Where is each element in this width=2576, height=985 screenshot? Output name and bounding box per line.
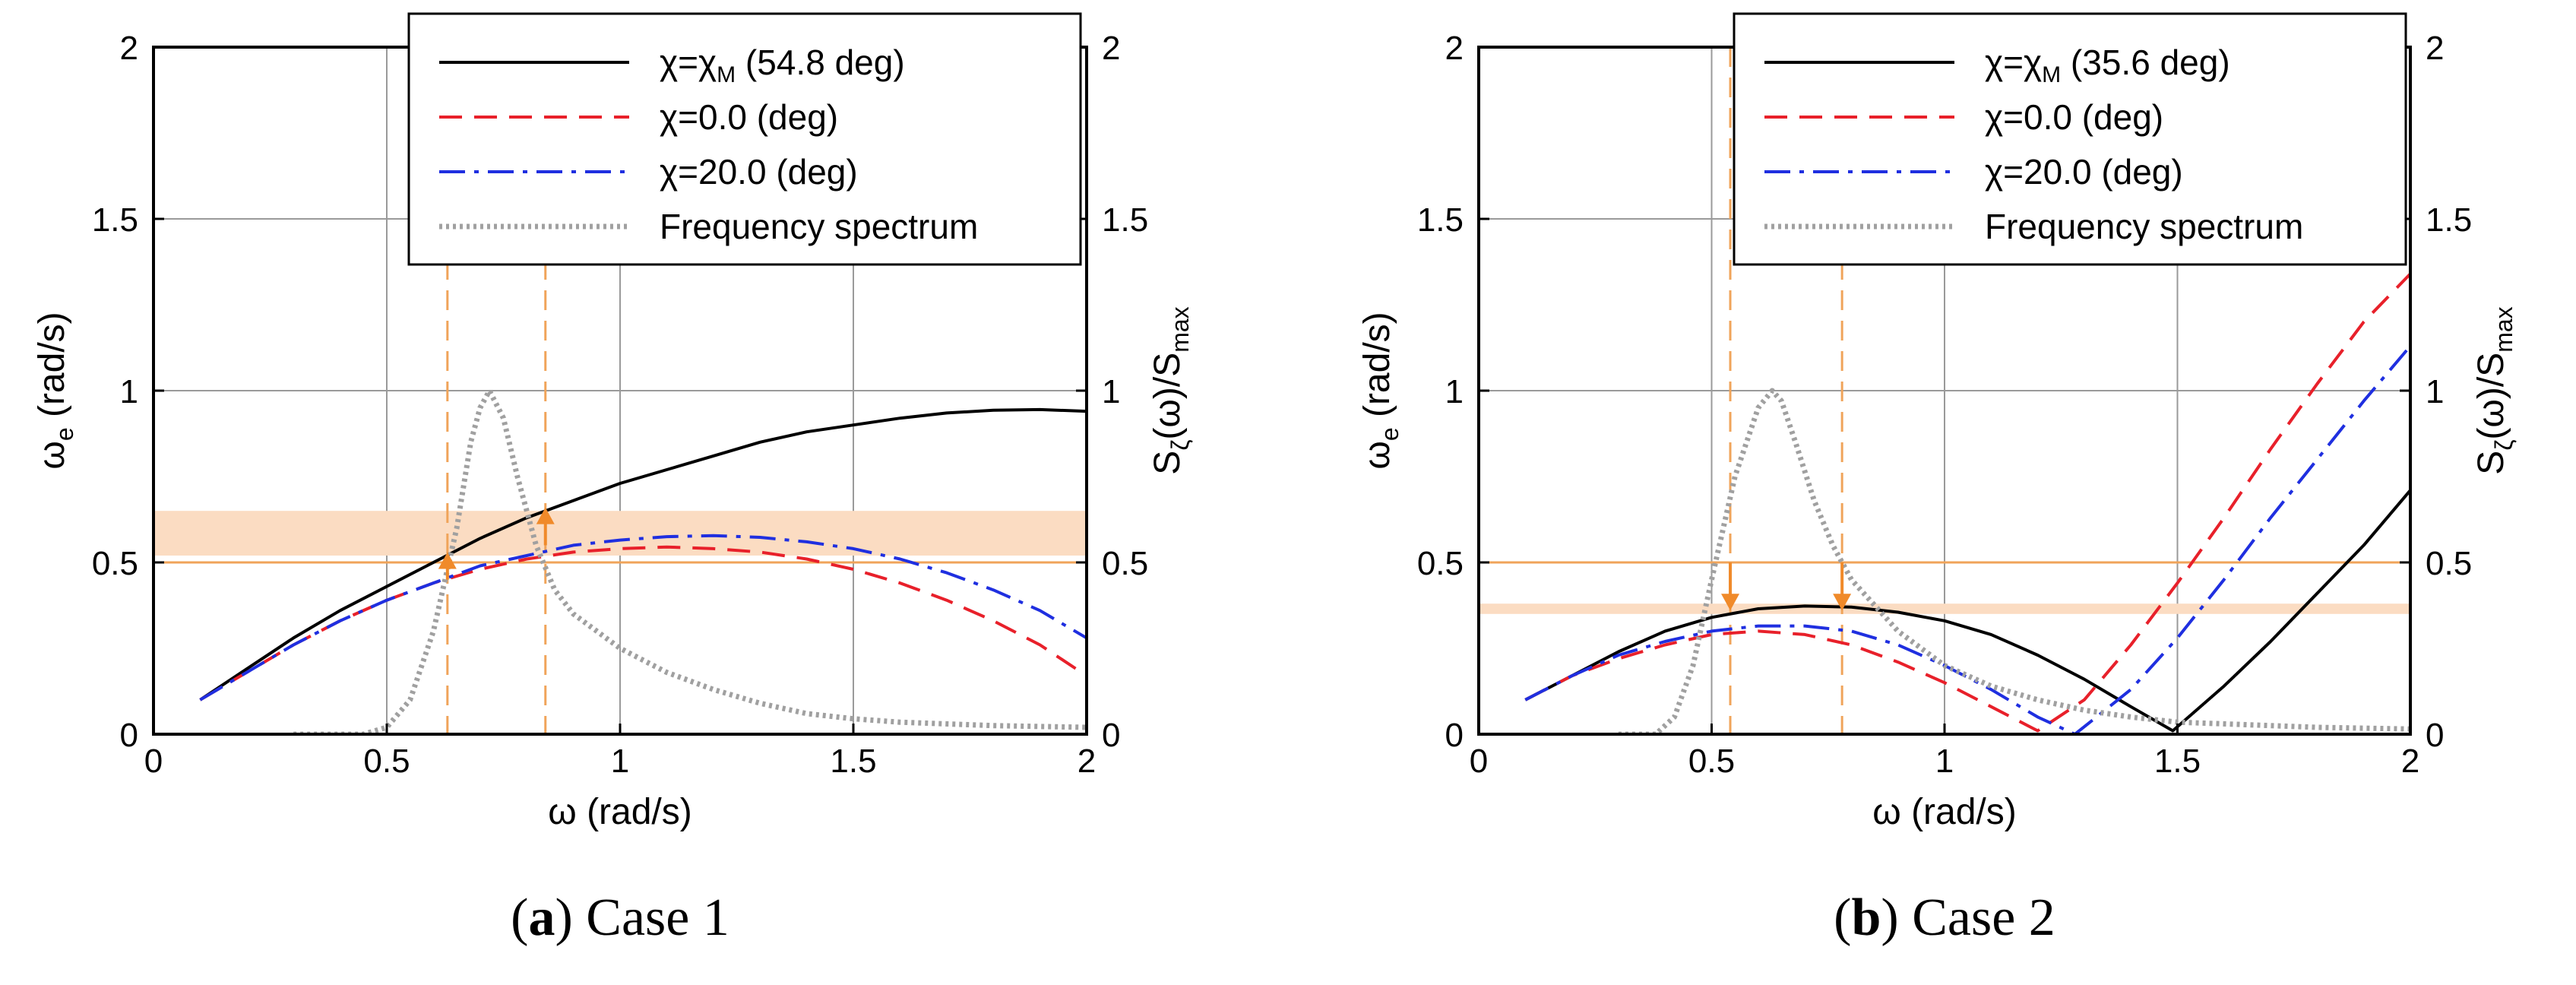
y-tick-label-left: 0.5 [1417,545,1464,582]
x-tick-label: 0.5 [1688,743,1735,780]
legend-box [1733,12,2407,266]
chart-panel-b: 0 0.5 1 1.5 20 00.5 0.51 11.5 1.52 2ω (rad/s)ωe (… [1357,12,2517,947]
series-group [1524,272,2410,734]
y-axis-label-left: ωe (rad/s) [1357,312,1404,469]
legend-entry-3: Frequency spectrum [1985,207,2303,246]
y-tick-label-right: 1 [1102,373,1120,410]
x-tick-label: 0 [144,743,163,780]
panel-caption: (b) Case 2 [1834,888,2055,947]
y-axis-label-left: ωe (rad/s) [32,312,78,469]
y-tick-label-right: 2 [1102,30,1120,67]
series-line-2 [1524,344,2410,734]
legend: χ=χM (54.8 deg) χ=0.0 (deg) χ=20.0 (deg) Fr… [407,12,1082,266]
panel-caption: (a) Case 1 [511,888,729,947]
y-tick-label-right: 1.5 [2426,201,2472,239]
y-tick-label-left: 0 [1445,717,1464,754]
x-tick-label: 0 [1470,743,1488,780]
frequency-band [153,511,1087,556]
legend-entry-3: Frequency spectrum [660,207,978,246]
frequency-band [1479,603,2410,614]
x-tick-label: 1 [611,743,629,780]
chart-panel-a: 0 0.5 1 1.5 20 00.5 0.51 11.5 1.52 2ω (rad/s)ωe (… [32,12,1194,947]
y-tick-label-right: 0 [1102,717,1120,754]
arrow-head [1833,594,1852,611]
x-axis-label: ω (rad/s) [548,792,692,832]
arrow-head [536,507,555,524]
x-tick-label: 1 [1935,743,1954,780]
y-axis-label-right: Sζ(ω)/Smax [2471,306,2517,474]
legend-entry-2: χ=20.0 (deg) [1985,152,2183,192]
legend-box [407,12,1082,266]
y-tick-label-left: 2 [120,30,138,67]
y-tick-label-right: 0 [2426,717,2444,754]
series-line-0 [1524,489,2410,733]
x-axis-label: ω (rad/s) [1872,792,2017,832]
legend-entry-2: χ=20.0 (deg) [660,152,858,192]
y-tick-label-right: 0.5 [2426,545,2472,582]
legend-entry-0: χ=χM (54.8 deg) [660,43,905,87]
series-line-3 [293,388,1087,734]
x-tick-label: 1.5 [830,743,876,780]
y-tick-label-left: 0 [120,717,138,754]
y-tick-label-left: 1 [1445,373,1464,410]
y-tick-label-left: 2 [1445,30,1464,67]
legend-entry-0: χ=χM (35.6 deg) [1985,43,2230,87]
series-line-0 [199,407,1087,702]
x-tick-label: 2 [1078,743,1096,780]
series-line-1 [1524,272,2410,733]
y-tick-label-right: 1.5 [1102,201,1148,239]
y-tick-label-left: 0.5 [92,545,138,582]
legend-entry-1: χ=0.0 (deg) [1985,97,2163,137]
legend: χ=χM (35.6 deg) χ=0.0 (deg) χ=20.0 (deg) Fr… [1733,12,2407,266]
arrow-head [438,552,457,569]
y-tick-label-right: 0.5 [1102,545,1148,582]
x-tick-label: 2 [2401,743,2419,780]
y-tick-label-left: 1.5 [1417,201,1464,239]
y-tick-label-left: 1.5 [92,201,138,239]
y-tick-label-right: 1 [2426,373,2444,410]
y-axis-label-right: Sζ(ω)/Smax [1147,306,1194,474]
y-tick-label-right: 2 [2426,30,2444,67]
x-tick-label: 0.5 [363,743,410,780]
legend-entry-1: χ=0.0 (deg) [660,97,838,137]
x-tick-label: 1.5 [2154,743,2201,780]
series-line-1 [199,545,1087,702]
series-group [199,388,1087,734]
y-tick-label-left: 1 [120,373,138,410]
series-line-2 [199,534,1087,702]
arrow-head [1721,594,1740,611]
